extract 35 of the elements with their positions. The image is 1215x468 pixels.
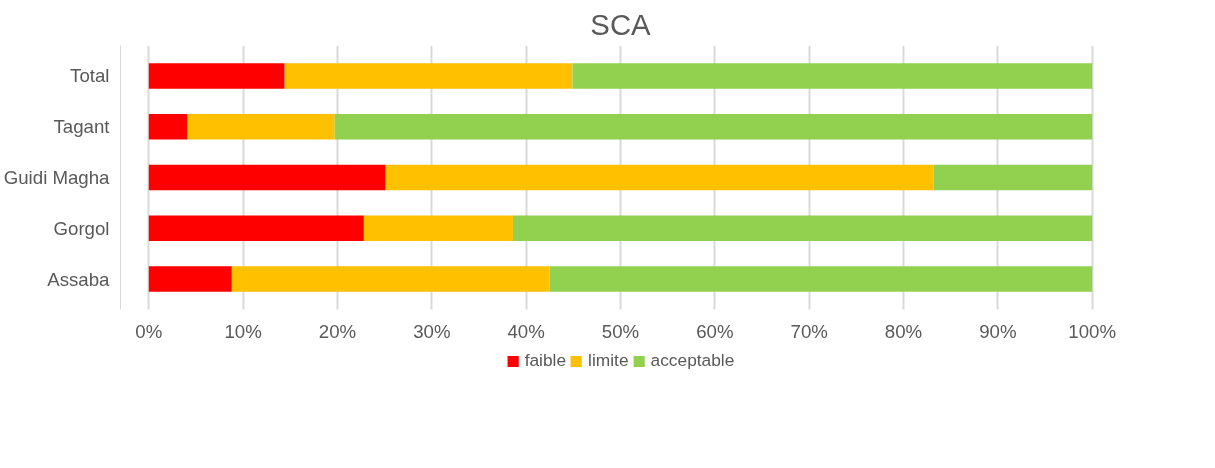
x-tick-label: 60% [696,320,734,342]
bar [334,114,1093,140]
y-tick-label: Guidi Magha [3,167,111,188]
bar [231,266,550,292]
bar [284,63,573,89]
bar [572,63,1093,89]
bar [148,266,232,292]
bar [549,266,1093,292]
y-tick-label: Tagant [53,116,111,138]
legend-label: faible [524,350,567,371]
y-tick-label: Gorgol [53,217,110,239]
bar [148,164,386,191]
legend-label: acceptable [650,350,735,371]
bar [385,164,934,191]
x-tick-label: 50% [601,320,640,342]
bar [187,114,335,140]
x-tick-label: 10% [224,320,262,342]
chart-title: SCA [590,7,652,41]
bar [148,215,364,241]
x-tick-label: 30% [413,320,451,342]
bar [148,63,285,89]
y-tick-label: Assaba [47,268,111,290]
legend-label: limite [588,350,629,371]
bar [363,215,513,241]
x-tick-label: 70% [790,320,828,342]
bar [512,215,1093,241]
x-tick-label: 40% [507,320,545,342]
bar [933,164,1093,191]
x-tick-label: 20% [318,320,357,342]
x-tick-label: 90% [979,320,1017,342]
bar [148,114,188,140]
y-tick-label: Total [70,65,110,87]
x-tick-label: 100% [1068,320,1117,342]
x-tick-label: 0% [135,320,163,342]
x-tick-label: 80% [884,320,923,342]
